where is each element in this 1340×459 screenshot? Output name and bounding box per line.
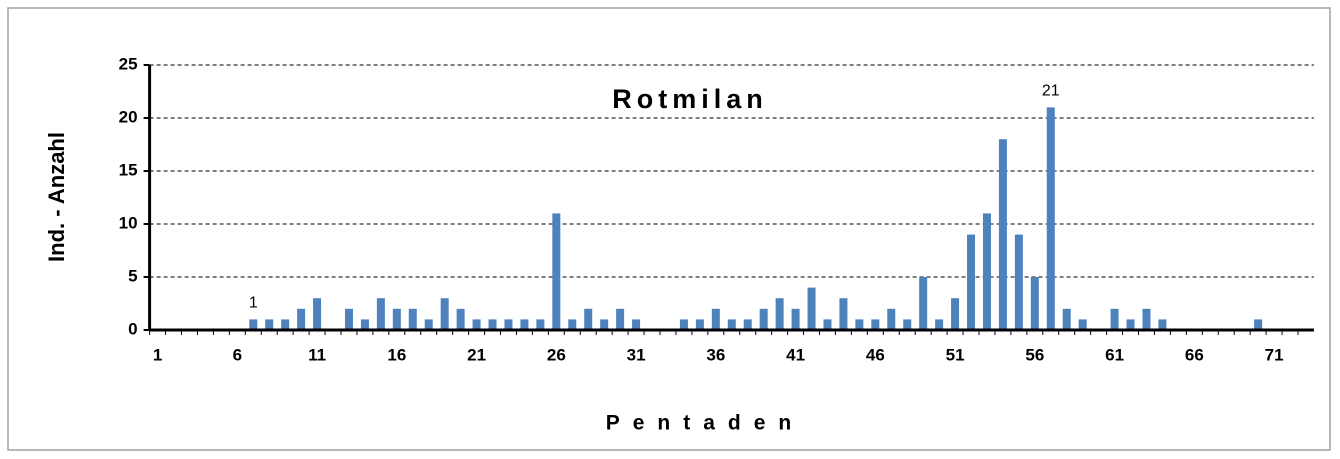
bar (344, 308, 353, 330)
bar (281, 319, 290, 330)
x-tick-label: 46 (866, 345, 885, 364)
bar (1126, 319, 1135, 330)
bar (1142, 308, 1151, 330)
x-tick-label: 66 (1185, 345, 1204, 364)
bar (967, 234, 976, 330)
bar (360, 319, 369, 330)
x-tick-label: 51 (946, 345, 965, 364)
bar (1254, 319, 1263, 330)
bar (568, 319, 577, 330)
bar (632, 319, 641, 330)
bar (616, 308, 625, 330)
y-tick-label: 5 (128, 266, 137, 285)
data-label: 21 (1042, 83, 1060, 100)
bar (839, 298, 848, 330)
bar (536, 319, 545, 330)
x-tick-label: 26 (547, 345, 566, 364)
bar (935, 319, 944, 330)
bar (1046, 107, 1055, 331)
y-tick-label: 10 (119, 213, 138, 232)
bar (376, 298, 385, 330)
bar (600, 319, 609, 330)
x-tick-label: 21 (467, 345, 486, 364)
bar (855, 319, 864, 330)
x-tick-label: 56 (1025, 345, 1044, 364)
x-tick-label: 71 (1265, 345, 1284, 364)
bar (249, 319, 258, 330)
y-tick-label: 20 (119, 107, 138, 126)
y-tick-label: 0 (128, 319, 137, 338)
bar (440, 298, 449, 330)
bar (727, 319, 736, 330)
x-tick-label: 16 (387, 345, 406, 364)
y-tick-label: 25 (119, 54, 138, 73)
y-tick-label: 15 (119, 160, 138, 179)
bar (408, 308, 417, 330)
bar (472, 319, 481, 330)
bar (392, 308, 401, 330)
bar (1014, 234, 1023, 330)
bar (919, 277, 928, 330)
x-tick-label: 61 (1105, 345, 1124, 364)
bar (823, 319, 832, 330)
bar (695, 319, 704, 330)
bar (775, 298, 784, 330)
data-label: 1 (249, 295, 258, 312)
bar (711, 308, 720, 330)
bar (951, 298, 960, 330)
x-tick-label: 1 (153, 345, 162, 364)
x-tick-label: 6 (233, 345, 242, 364)
bar (265, 319, 274, 330)
bar (791, 308, 800, 330)
bar (313, 298, 322, 330)
bar (297, 308, 306, 330)
bar (488, 319, 497, 330)
bar (903, 319, 912, 330)
bar (1158, 319, 1167, 330)
chart-border (7, 7, 1331, 451)
x-tick-label: 31 (627, 345, 646, 364)
x-tick-label: 41 (786, 345, 805, 364)
bar (743, 319, 752, 330)
x-tick-label: 11 (308, 345, 326, 364)
bar (807, 287, 816, 330)
bar (1030, 277, 1039, 330)
bar (424, 319, 433, 330)
x-tick-label: 36 (706, 345, 725, 364)
y-axis-title: Ind. - Anzahl (44, 132, 69, 262)
bar (1062, 308, 1071, 330)
bar (998, 139, 1007, 330)
bar (1110, 308, 1119, 330)
bar (520, 319, 529, 330)
bar (871, 319, 880, 330)
bar (982, 213, 991, 330)
chart-title: Rotmilan (612, 84, 768, 114)
bar (456, 308, 465, 330)
bar (552, 213, 561, 330)
bar (679, 319, 688, 330)
bar (1078, 319, 1087, 330)
bar (887, 308, 896, 330)
bar (759, 308, 768, 330)
bar (504, 319, 513, 330)
x-axis-title: Pentaden (606, 412, 805, 435)
bar (584, 308, 593, 330)
